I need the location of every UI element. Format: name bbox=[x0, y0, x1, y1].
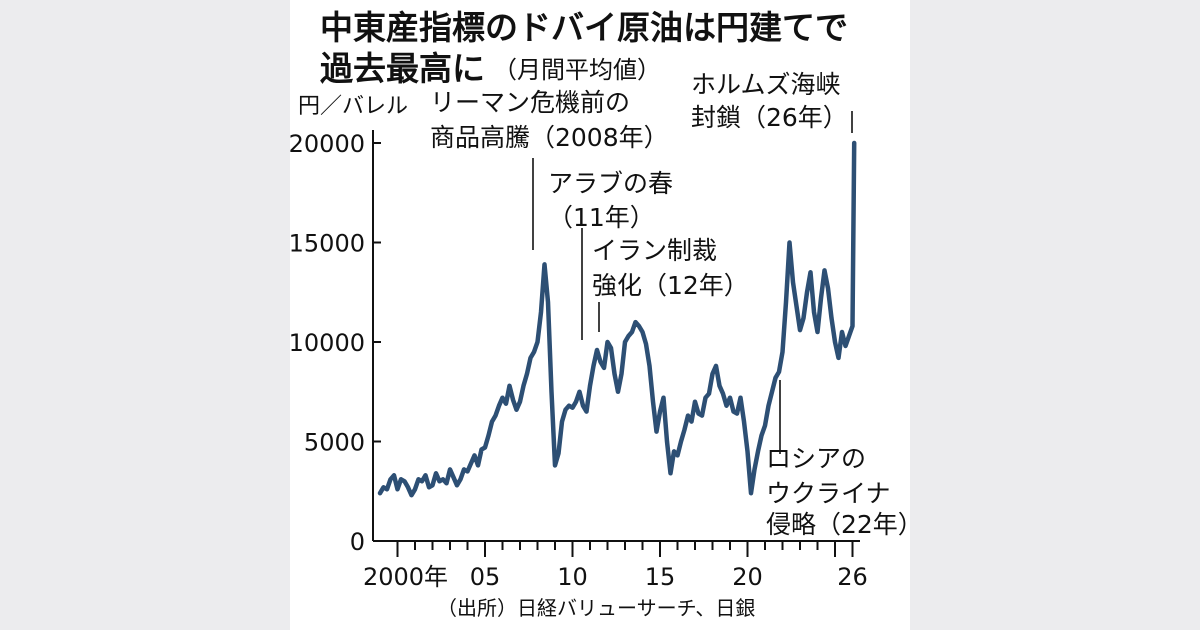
annotation-label: 商品高騰（2008年） bbox=[430, 123, 669, 152]
annotation-label: ホルムズ海峡 bbox=[691, 70, 841, 99]
x-tick-label: 26 bbox=[837, 563, 868, 591]
annotation-label: ロシアの bbox=[766, 444, 866, 473]
y-axis-unit-label: 円／バレル bbox=[298, 94, 408, 119]
y-tick-label: 10000 bbox=[289, 329, 365, 357]
annotation-label: リーマン危機前の bbox=[430, 88, 630, 117]
chart-panel bbox=[290, 0, 910, 630]
background-right bbox=[910, 0, 1200, 630]
x-tick-label: 05 bbox=[470, 563, 501, 591]
x-tick-label: 10 bbox=[557, 563, 588, 591]
tick-labels: 0 5000 10000 15000 20000 2000年 05 10 15 20 26 bbox=[289, 130, 868, 591]
axes bbox=[372, 130, 860, 557]
annotation-label: 封鎖（26年） bbox=[691, 103, 848, 132]
chart-title-note: （月間平均値） bbox=[493, 56, 661, 84]
x-tick-label: 2000年 bbox=[363, 563, 448, 591]
y-tick-label: 20000 bbox=[289, 130, 365, 158]
annotation-label: 侵略（22年） bbox=[766, 510, 923, 539]
background-left bbox=[0, 0, 290, 630]
x-tick-label: 20 bbox=[732, 563, 763, 591]
annotation-leaders bbox=[532, 111, 853, 454]
source-note: （出所）日経バリューサーチ、日銀 bbox=[437, 596, 755, 620]
annotation-label: （11年） bbox=[548, 203, 655, 232]
annotation-label: アラブの春 bbox=[548, 169, 673, 198]
annotation-label: ウクライナ bbox=[766, 479, 891, 508]
series-line bbox=[377, 140, 857, 498]
y-tick-label: 0 bbox=[350, 528, 365, 556]
x-tick-label: 15 bbox=[645, 563, 676, 591]
annotation-label: 強化（12年） bbox=[592, 271, 749, 300]
y-tick-label: 5000 bbox=[304, 429, 365, 457]
y-tick-label: 15000 bbox=[289, 230, 365, 258]
annotation-label: イラン制裁 bbox=[592, 236, 717, 265]
chart-title-line2: 過去最高に bbox=[320, 49, 485, 88]
chart-title-line1: 中東産指標のドバイ原油は円建てで bbox=[320, 8, 848, 47]
